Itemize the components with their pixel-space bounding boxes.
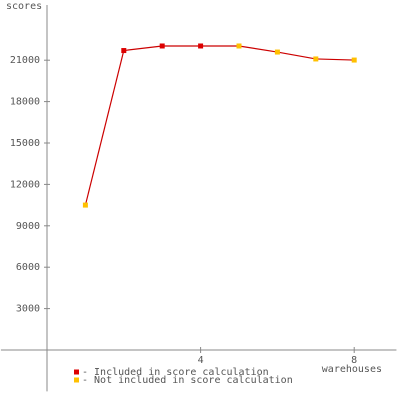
legend-swatch — [74, 369, 79, 375]
point — [121, 48, 127, 54]
point — [274, 49, 280, 55]
point — [159, 43, 165, 49]
line-segment — [84, 50, 125, 206]
point — [351, 57, 357, 63]
point — [198, 43, 204, 49]
line-segment — [315, 58, 355, 61]
point — [236, 43, 242, 49]
legend-label: - Not included in score calculation — [82, 375, 293, 386]
line-segment — [123, 45, 163, 52]
x-tick-label: 8 — [351, 355, 357, 366]
legend-label: - Included in score calculation — [82, 367, 269, 378]
y-tick-label: 18000 — [10, 97, 40, 108]
y-tick-label: 3000 — [16, 304, 40, 315]
y-tick-label: 6000 — [16, 262, 40, 273]
y-tick-label: 12000 — [10, 179, 40, 190]
point — [313, 56, 319, 62]
x-axis-label: warehouses — [322, 364, 382, 375]
y-axis-label: scores — [6, 1, 42, 12]
x-tick-label: 4 — [198, 355, 204, 366]
legend-swatch — [74, 377, 79, 383]
line-segment — [277, 51, 316, 60]
point — [82, 202, 88, 208]
y-tick-label: 15000 — [10, 138, 40, 149]
line-segment — [238, 45, 278, 53]
y-tick-label: 9000 — [16, 221, 40, 232]
y-tick-label: 21000 — [10, 55, 40, 66]
